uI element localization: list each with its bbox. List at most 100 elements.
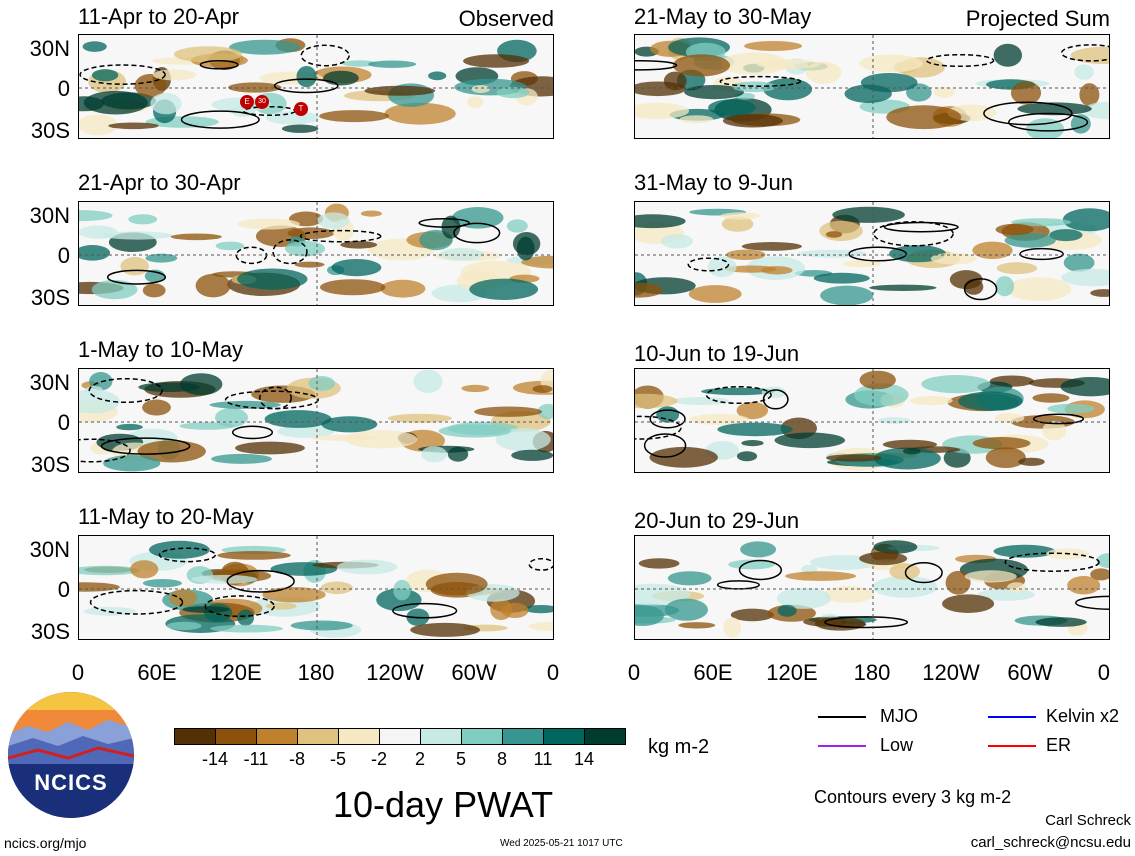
legend-label-low: Low bbox=[880, 735, 914, 755]
x-tick-right-60w: 60W bbox=[1007, 660, 1053, 685]
anomaly-patch bbox=[873, 447, 941, 470]
anomaly-patch bbox=[797, 249, 868, 258]
x-tick-left-120e: 120E bbox=[210, 660, 262, 685]
anomaly-patch bbox=[128, 214, 158, 225]
y-tick-30s-3: 30S bbox=[30, 452, 70, 477]
anomaly-patch bbox=[79, 225, 118, 239]
anomaly-patch bbox=[826, 454, 882, 462]
anomaly-patch bbox=[886, 105, 962, 130]
anomaly-patch bbox=[877, 417, 911, 424]
anomaly-patch bbox=[368, 60, 417, 68]
panel-title-left-4: 11-May to 20-May bbox=[78, 504, 254, 529]
colorbar-swatch bbox=[461, 728, 503, 745]
anomaly-patch bbox=[410, 622, 480, 637]
anomaly-patch bbox=[79, 582, 120, 592]
anomaly-patch bbox=[882, 439, 937, 450]
anomaly-patch bbox=[921, 375, 991, 394]
anomaly-patch bbox=[842, 260, 882, 268]
y-tick-30n-3: 30N bbox=[29, 370, 70, 395]
contour-line bbox=[848, 246, 908, 262]
anomaly-patch bbox=[149, 540, 210, 559]
anomaly-patch bbox=[667, 571, 712, 586]
anomaly-patch bbox=[83, 90, 148, 115]
contour-line bbox=[180, 110, 260, 129]
anomaly-patch bbox=[496, 86, 530, 99]
map-panel-left-2 bbox=[78, 201, 554, 306]
contour-line bbox=[226, 569, 295, 593]
anomaly-patch bbox=[516, 236, 535, 261]
y-tick-0-4: 0 bbox=[57, 577, 70, 602]
x-tick-left-180: 180 bbox=[297, 660, 335, 685]
anomaly-patch bbox=[101, 231, 173, 240]
contour-line bbox=[1032, 413, 1085, 425]
contour-line bbox=[79, 64, 166, 85]
anomaly-patch bbox=[776, 587, 831, 609]
contour-line bbox=[300, 44, 350, 67]
anomaly-patch bbox=[173, 46, 243, 63]
anomaly-patch bbox=[945, 570, 971, 595]
contour-line bbox=[224, 390, 319, 410]
anomaly-patch bbox=[736, 451, 758, 462]
contour-line bbox=[1008, 112, 1089, 132]
anomaly-patch bbox=[150, 92, 182, 115]
anomaly-patch bbox=[215, 241, 245, 251]
panel-label-projected: Projected Sum bbox=[965, 6, 1110, 31]
y-tick-30s-2: 30S bbox=[30, 285, 70, 310]
anomaly-patch bbox=[872, 575, 938, 598]
anomaly-patch bbox=[532, 385, 553, 393]
anomaly-patch bbox=[859, 370, 896, 390]
anomaly-patch bbox=[635, 81, 687, 97]
x-tick-right-60e: 60E bbox=[693, 660, 733, 685]
anomaly-patch bbox=[281, 124, 319, 133]
anomaly-patch bbox=[277, 424, 335, 438]
anomaly-patch bbox=[320, 279, 386, 296]
map-panel-right-2 bbox=[634, 201, 1110, 306]
anomaly-patch bbox=[91, 280, 138, 300]
anomaly-patch bbox=[993, 43, 1022, 67]
colorbar-label: 2 bbox=[414, 749, 425, 769]
colorbar-swatch bbox=[502, 728, 544, 745]
anomaly-patch bbox=[1096, 553, 1109, 569]
colorbar-label: 5 bbox=[455, 749, 466, 769]
colorbar-label: 11 bbox=[533, 749, 553, 769]
contour-line bbox=[106, 269, 167, 285]
anomaly-patch bbox=[1042, 420, 1067, 441]
anomaly-patch bbox=[825, 231, 843, 238]
legend-line-er bbox=[988, 745, 1036, 747]
anomaly-patch bbox=[168, 589, 198, 607]
x-tick-right-0-end: 0 bbox=[1097, 660, 1110, 685]
anomaly-patch bbox=[79, 245, 111, 261]
anomaly-patch bbox=[1035, 617, 1087, 627]
colorbar-label: 14 bbox=[573, 749, 595, 769]
colorbar-label: -5 bbox=[329, 749, 346, 769]
anomaly-patch bbox=[964, 279, 984, 295]
anomaly-patch bbox=[511, 449, 553, 461]
anomaly-patch bbox=[819, 220, 863, 241]
anomaly-patch bbox=[679, 115, 714, 124]
anomaly-patch bbox=[972, 437, 1031, 450]
anomaly-patch bbox=[1067, 576, 1101, 595]
anomaly-patch bbox=[869, 284, 937, 291]
x-tick-right-120w: 120W bbox=[922, 660, 980, 685]
x-tick-right-120e: 120E bbox=[766, 660, 818, 685]
anomaly-patch bbox=[79, 565, 141, 576]
anomaly-patch bbox=[1079, 83, 1100, 107]
contour-line bbox=[963, 278, 998, 301]
anomaly-patch bbox=[152, 69, 197, 81]
anomaly-patch bbox=[707, 256, 737, 278]
anomaly-patch bbox=[1061, 268, 1109, 287]
legend-line-mjo bbox=[818, 716, 866, 718]
anomaly-patch bbox=[820, 285, 874, 305]
panel-title-right-2: 31-May to 9-Jun bbox=[634, 170, 793, 195]
panel-title-right-3: 10-Jun to 19-Jun bbox=[634, 341, 800, 366]
anomaly-patch bbox=[993, 544, 1056, 558]
anomaly-patch bbox=[467, 96, 484, 108]
y-tick-0-3: 0 bbox=[57, 410, 70, 435]
contour-line bbox=[705, 385, 772, 405]
anomaly-patch bbox=[387, 413, 452, 423]
anomaly-patch bbox=[902, 447, 921, 455]
ncics-logo: NCICS bbox=[8, 692, 134, 818]
anomaly-patch bbox=[506, 219, 528, 233]
anomaly-patch bbox=[82, 41, 107, 52]
anomaly-patch bbox=[1063, 253, 1095, 272]
